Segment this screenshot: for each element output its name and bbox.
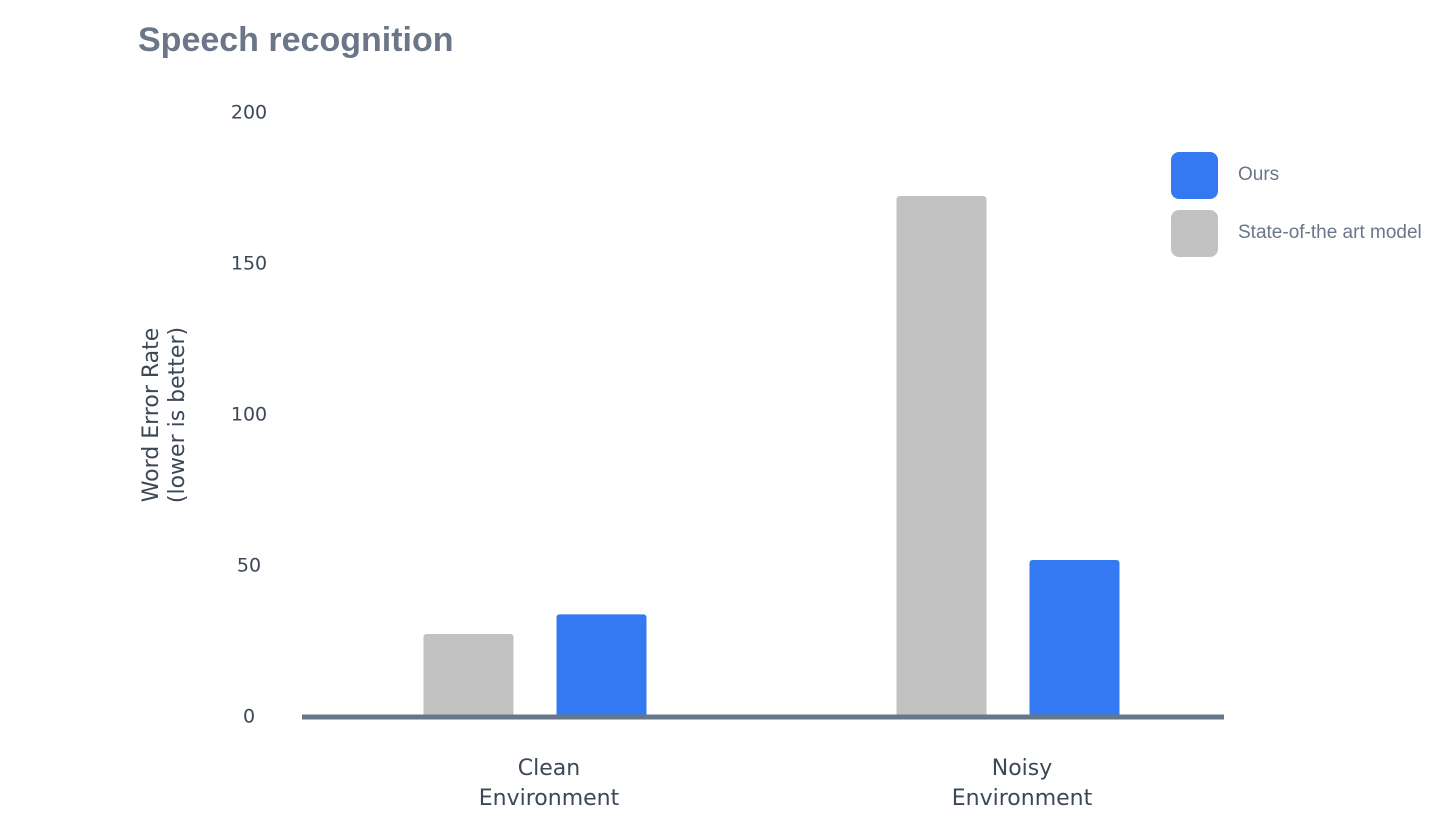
chart-title: Speech recognition (138, 21, 454, 59)
legend-swatch (1171, 210, 1218, 257)
legend-label: State-of-the art model (1238, 222, 1422, 243)
x-tick-label: Noisy Environment (952, 756, 1093, 811)
y-tick-label: 100 (231, 404, 267, 426)
bar (556, 614, 647, 717)
y-tick-label: 50 (237, 555, 261, 577)
x-tick-label-line: Environment (952, 786, 1093, 811)
legend-label: Ours (1238, 164, 1279, 185)
legend-swatch (1171, 152, 1218, 199)
bar (1029, 559, 1120, 717)
x-tick-label: Clean Environment (479, 756, 620, 811)
y-axis-label-line: Word Error Rate (139, 328, 164, 503)
bar (896, 196, 987, 718)
y-axis-label-line: (lower is better) (165, 327, 190, 503)
y-axis-label: Word Error Rate(lower is better) (139, 327, 190, 503)
x-tick-label-line: Noisy (992, 756, 1053, 781)
bar (423, 633, 514, 717)
x-tick-label-line: Environment (479, 786, 620, 811)
y-tick-label: 150 (231, 253, 267, 275)
y-tick-label: 0 (243, 706, 255, 728)
y-tick-label: 200 (231, 102, 267, 124)
x-tick-label-line: Clean (518, 756, 580, 781)
